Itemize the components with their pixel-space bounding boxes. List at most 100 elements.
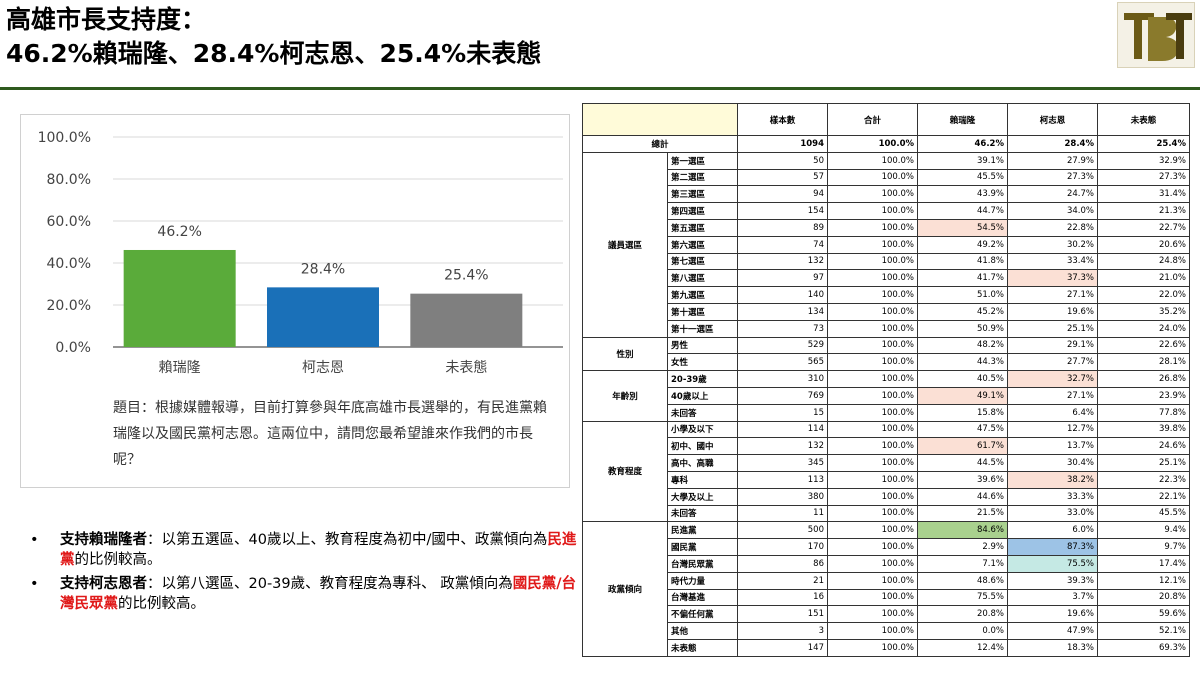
table-row: 大學及以上 380 100.0% 44.6% 33.3% 22.1% bbox=[583, 487, 1190, 506]
table-cell: 29.1% bbox=[1007, 336, 1098, 355]
row-label: 20-39歲 bbox=[667, 370, 738, 388]
finding-lead: 支持賴瑞隆者 bbox=[60, 532, 147, 548]
table-cell: 52.1% bbox=[1097, 622, 1190, 640]
table-cell: 39.6% bbox=[917, 470, 1008, 489]
y-tick-label: 20.0% bbox=[47, 298, 91, 314]
row-label: 高中、高職 bbox=[667, 454, 738, 472]
table-cell: 84.6% bbox=[917, 521, 1008, 540]
finding-highlight: 國民黨/台灣民眾黨 bbox=[60, 576, 577, 612]
finding-lai: • 支持賴瑞隆者：以第五選區、40歲以上、教育程度為初中/國中、政黨傾向為民進黨… bbox=[30, 530, 580, 570]
table-row: 第七選區 132 100.0% 41.8% 33.4% 24.8% bbox=[583, 252, 1190, 271]
bar-value-label: 28.4% bbox=[301, 261, 345, 277]
table-row: 年齡別 20-39歲 310 100.0% 40.5% 32.7% 26.8% bbox=[582, 370, 1190, 422]
table-cell: 87.3% bbox=[1007, 538, 1098, 556]
table-cell: 769 bbox=[737, 386, 828, 405]
finding-text-end: 的比例較高。 bbox=[74, 552, 162, 568]
table-cell: 100.0% bbox=[827, 386, 918, 405]
table-cell: 2.9% bbox=[917, 538, 1008, 556]
table-cell: 41.8% bbox=[917, 252, 1008, 271]
table-row: 台灣基進 16 100.0% 75.5% 3.7% 20.8% bbox=[583, 588, 1190, 607]
table-cell: 113 bbox=[737, 470, 828, 489]
row-label: 未表態 bbox=[667, 638, 738, 657]
table-cell: 50.9% bbox=[917, 319, 1008, 338]
row-label: 第十一選區 bbox=[667, 319, 738, 338]
table-cell: 28.4% bbox=[1007, 135, 1098, 153]
header-lai: 賴瑞隆 bbox=[917, 103, 1008, 136]
page-title: 高雄市長支持度： 46.2%賴瑞隆、28.4%柯志恩、25.4%未表態 bbox=[6, 2, 906, 70]
table-cell: 41.7% bbox=[917, 269, 1008, 288]
bar-0 bbox=[123, 249, 236, 347]
row-label: 未回答 bbox=[667, 504, 738, 523]
table-cell: 48.6% bbox=[917, 571, 1008, 590]
group-label: 性別 bbox=[582, 336, 668, 372]
table-cell: 100.0% bbox=[827, 319, 918, 338]
row-label: 專科 bbox=[667, 470, 738, 489]
table-cell: 15.8% bbox=[917, 403, 1008, 422]
row-label: 民進黨 bbox=[667, 521, 738, 540]
header-undecided: 未表態 bbox=[1097, 103, 1190, 136]
table-cell: 100.0% bbox=[827, 403, 918, 422]
row-label: 女性 bbox=[667, 353, 738, 372]
table-cell: 32.7% bbox=[1007, 370, 1098, 388]
table-cell: 565 bbox=[737, 353, 828, 372]
table-cell: 22.1% bbox=[1097, 487, 1190, 506]
table-cell: 73 bbox=[737, 319, 828, 338]
table-cell: 33.4% bbox=[1007, 252, 1098, 271]
y-tick-label: 60.0% bbox=[47, 214, 91, 230]
group-label: 年齡別 bbox=[582, 370, 668, 422]
table-cell: 89 bbox=[737, 218, 828, 237]
table-cell: 94 bbox=[737, 185, 828, 204]
bar-value-label: 46.2% bbox=[157, 224, 201, 240]
table-row: 其他 3 100.0% 0.0% 47.9% 52.1% bbox=[583, 622, 1190, 640]
crosstab-table: 樣本數 合計 賴瑞隆 柯志恩 未表態 總計 1094 100.0% 46.2% 28.4… bbox=[582, 103, 1190, 657]
table-cell: 134 bbox=[737, 302, 828, 321]
table-cell: 170 bbox=[737, 538, 828, 556]
table-cell: 100.0% bbox=[827, 168, 918, 187]
x-category-label: 未表態 bbox=[445, 360, 487, 376]
table-row: 高中、高職 345 100.0% 44.5% 30.4% 25.1% bbox=[583, 454, 1190, 472]
table-cell: 0.0% bbox=[917, 622, 1008, 640]
table-cell: 21 bbox=[737, 571, 828, 590]
table-cell: 47.5% bbox=[917, 420, 1008, 439]
table-cell: 100.0% bbox=[827, 554, 918, 573]
table-cell: 22.7% bbox=[1097, 218, 1190, 237]
table-cell: 25.1% bbox=[1007, 319, 1098, 338]
table-cell: 49.1% bbox=[917, 386, 1008, 405]
table-cell: 46.2% bbox=[917, 135, 1008, 153]
table-cell: 39.1% bbox=[917, 151, 1008, 170]
table-cell: 24.7% bbox=[1007, 185, 1098, 204]
table-cell: 61.7% bbox=[917, 437, 1008, 456]
table-cell: 100.0% bbox=[827, 353, 918, 372]
table-row: 第八選區 97 100.0% 41.7% 37.3% 21.0% bbox=[583, 269, 1190, 288]
table-cell: 44.6% bbox=[917, 487, 1008, 506]
table-cell: 18.3% bbox=[1007, 638, 1098, 657]
table-cell: 45.2% bbox=[917, 302, 1008, 321]
table-cell: 310 bbox=[737, 370, 828, 388]
table-cell: 39.3% bbox=[1007, 571, 1098, 590]
row-label: 初中、國中 bbox=[667, 437, 738, 456]
table-cell: 100.0% bbox=[827, 420, 918, 439]
group-label: 教育程度 bbox=[582, 420, 668, 523]
bar-1 bbox=[267, 287, 379, 347]
table-cell: 28.1% bbox=[1097, 353, 1190, 372]
table-cell: 12.4% bbox=[917, 638, 1008, 657]
table-cell: 100.0% bbox=[827, 605, 918, 624]
bar-chart: 0.0% 20.0% 40.0% 60.0% 80.0% 100.0% 46.2% 賴瑞隆 28… bbox=[38, 130, 563, 376]
table-cell: 45.5% bbox=[1097, 504, 1190, 523]
table-cell: 24.0% bbox=[1097, 319, 1190, 338]
table-row: 第十選區 134 100.0% 45.2% 19.6% 35.2% bbox=[583, 302, 1190, 321]
table-cell: 22.6% bbox=[1097, 336, 1190, 355]
table-cell: 49.2% bbox=[917, 235, 1008, 254]
table-cell: 30.2% bbox=[1007, 235, 1098, 254]
tbt-logo bbox=[1117, 2, 1195, 68]
table-cell: 100.0% bbox=[827, 504, 918, 523]
table-cell: 22.8% bbox=[1007, 218, 1098, 237]
table-cell: 44.3% bbox=[917, 353, 1008, 372]
table-cell: 30.4% bbox=[1007, 454, 1098, 472]
table-cell: 26.8% bbox=[1097, 370, 1190, 388]
row-label: 不偏任何黨 bbox=[667, 605, 738, 624]
bullet-dot: • bbox=[30, 576, 39, 592]
table-cell: 21.5% bbox=[917, 504, 1008, 523]
table-cell: 57 bbox=[737, 168, 828, 187]
table-cell: 529 bbox=[737, 336, 828, 355]
